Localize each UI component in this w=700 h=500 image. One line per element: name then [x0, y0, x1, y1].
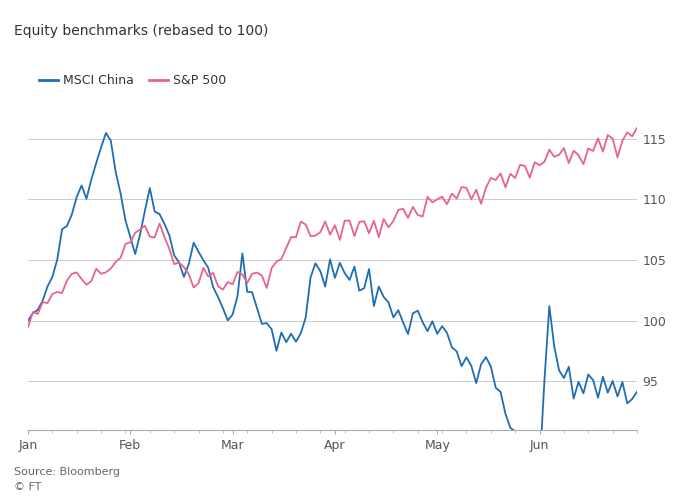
Text: Source: Bloomberg: Source: Bloomberg — [14, 467, 120, 477]
Text: Equity benchmarks (rebased to 100): Equity benchmarks (rebased to 100) — [14, 24, 268, 38]
Legend: MSCI China, S&P 500: MSCI China, S&P 500 — [34, 69, 231, 92]
Text: © FT: © FT — [14, 482, 41, 492]
